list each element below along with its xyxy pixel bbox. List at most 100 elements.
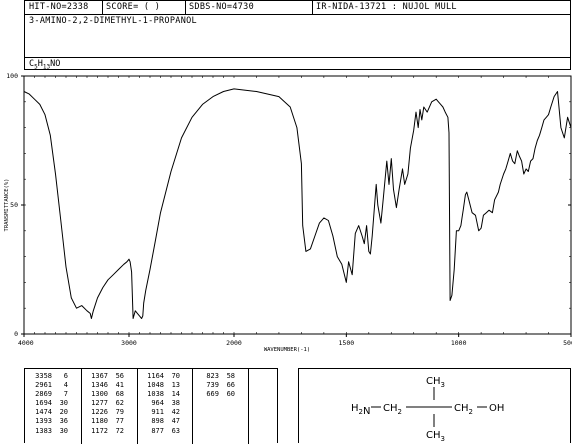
chart-ticks: 40003000200015001000500100500WAVENUMBER(… xyxy=(4,72,572,353)
y-tick-label: 100 xyxy=(6,72,18,80)
peak-column: 3358 6 2961 4 2869 7 1694 30 1474 20 1393 36 1383 30 xyxy=(28,372,68,436)
peak-wavenumber: 1694 xyxy=(35,399,52,408)
peak-wavenumber: 1367 xyxy=(91,372,108,380)
y-tick-label: 0 xyxy=(14,330,18,338)
peak-transmittance: 62 xyxy=(115,399,124,408)
peak-transmittance: 77 xyxy=(115,417,124,426)
peak-transmittance: 4 xyxy=(63,381,68,390)
peak-wavenumber: 1300 xyxy=(91,390,108,399)
peak-row: 1367 56 xyxy=(84,372,124,381)
peak-transmittance: 30 xyxy=(59,426,68,435)
header-info-row: HIT-NO=2338 SCORE= ( ) SDBS-NO=4730 IR-N… xyxy=(25,1,570,15)
chart-frame xyxy=(23,75,572,335)
peak-transmittance: 13 xyxy=(171,381,180,390)
y-axis-label: TRANSMITTANCE(%) xyxy=(4,179,10,232)
x-axis-label: WAVENUMBER(-1) xyxy=(264,347,310,353)
peak-transmittance: 58 xyxy=(226,372,235,380)
peak-row: 823 58 xyxy=(195,372,235,381)
peak-row: 1172 72 xyxy=(84,427,124,436)
peak-row: 1164 70 xyxy=(140,372,180,381)
header-divider xyxy=(102,1,103,14)
peak-wavenumber: 1172 xyxy=(91,426,108,435)
header-divider xyxy=(185,1,186,14)
peak-row: 1474 20 xyxy=(28,408,68,417)
ir-method: IR-NIDA-13721 : NUJOL MULL xyxy=(316,2,457,12)
peak-row: 739 66 xyxy=(195,381,235,390)
peak-transmittance: 20 xyxy=(59,408,68,417)
sdbs-number: SDBS-NO=4730 xyxy=(189,2,255,12)
column-divider xyxy=(81,369,82,444)
peak-row: 1346 41 xyxy=(84,381,124,390)
spectrum-line xyxy=(23,88,572,319)
peak-row: 1038 14 xyxy=(140,390,180,399)
peak-wavenumber: 1038 xyxy=(147,390,164,399)
spectrum-series xyxy=(23,88,572,319)
spectrum-header: HIT-NO=2338 SCORE= ( ) SDBS-NO=4730 IR-N… xyxy=(24,0,571,71)
peak-transmittance: 56 xyxy=(115,372,124,380)
x-tick-label: 2000 xyxy=(226,339,242,347)
structure-hydroxyl: OH xyxy=(489,403,504,414)
peak-transmittance: 42 xyxy=(171,408,180,417)
ir-spectrum-chart: 40003000200015001000500100500WAVENUMBER(… xyxy=(4,72,572,353)
peak-wavenumber: 1346 xyxy=(91,381,108,390)
peak-wavenumber: 823 xyxy=(206,372,219,380)
y-tick-label: 50 xyxy=(10,201,18,209)
structure-top-methyl: CH3 xyxy=(426,376,445,389)
peak-transmittance: 47 xyxy=(171,417,180,426)
peak-wavenumber: 877 xyxy=(151,426,164,435)
hit-number: HIT-NO=2338 xyxy=(29,2,89,12)
peak-row: 1277 62 xyxy=(84,399,124,408)
peak-row: 898 47 xyxy=(140,417,180,426)
peak-row: 1180 77 xyxy=(84,417,124,426)
peak-wavenumber: 898 xyxy=(151,417,164,426)
x-tick-label: 1000 xyxy=(451,339,467,347)
peak-row: 964 38 xyxy=(140,399,180,408)
structure-left-ch2: CH2 xyxy=(383,403,402,416)
header-divider xyxy=(312,1,313,14)
peak-transmittance: 6 xyxy=(63,372,68,380)
peak-transmittance: 72 xyxy=(115,426,124,435)
peak-wavenumber: 1226 xyxy=(91,408,108,417)
peak-transmittance: 70 xyxy=(171,372,180,380)
peak-wavenumber: 1393 xyxy=(35,417,52,426)
compound-name: 3-AMINO-2,2-DIMETHYL-1-PROPANOL xyxy=(29,16,197,26)
peak-row: 1694 30 xyxy=(28,399,68,408)
score: SCORE= ( ) xyxy=(106,2,161,12)
peak-row: 877 63 xyxy=(140,427,180,436)
peak-column: 1367 56 1346 41 1300 68 1277 62 1226 79 1180 77 1172… xyxy=(84,372,124,436)
structure-right-ch2: CH2 xyxy=(454,403,473,416)
peak-transmittance: 36 xyxy=(59,417,68,426)
peak-row: 1048 13 xyxy=(140,381,180,390)
peak-wavenumber: 1474 xyxy=(35,408,52,417)
peak-wavenumber: 1180 xyxy=(91,417,108,426)
peak-wavenumber: 1277 xyxy=(91,399,108,408)
peak-row: 1393 36 xyxy=(28,417,68,426)
peak-transmittance: 68 xyxy=(115,390,124,399)
structure-amine: H2N xyxy=(351,403,370,417)
peak-wavenumber: 669 xyxy=(206,390,219,399)
peak-column: 823 58 739 66 669 60 xyxy=(195,372,235,399)
peak-row: 911 42 xyxy=(140,408,180,417)
peak-row: 2961 4 xyxy=(28,381,68,390)
header-divider-line xyxy=(25,57,570,58)
peak-row: 1300 68 xyxy=(84,390,124,399)
peak-transmittance: 63 xyxy=(171,426,180,435)
peak-wavenumber: 1383 xyxy=(35,426,52,435)
molecular-formula: C5H13NO xyxy=(29,59,61,71)
x-tick-label: 4000 xyxy=(18,339,34,347)
peak-transmittance: 66 xyxy=(226,381,235,390)
plot-area-border xyxy=(23,75,572,335)
peak-transmittance: 41 xyxy=(115,381,124,390)
peak-row: 669 60 xyxy=(195,390,235,399)
peak-transmittance: 14 xyxy=(171,390,180,399)
peak-row: 1383 30 xyxy=(28,427,68,436)
peak-transmittance: 60 xyxy=(226,390,235,399)
peak-wavenumber: 964 xyxy=(151,399,164,408)
peak-wavenumber: 2961 xyxy=(35,381,52,390)
chemical-structure: CH3 H2N CH2 CH2 OH CH3 xyxy=(351,376,504,443)
peak-row: 3358 6 xyxy=(28,372,68,381)
peak-transmittance: 30 xyxy=(59,399,68,408)
peak-wavenumber: 2869 xyxy=(35,390,52,399)
peak-table: 3358 6 2961 4 2869 7 1694 30 1474 20 1393 36 1383 30 … xyxy=(24,368,278,444)
peak-wavenumber: 739 xyxy=(206,381,219,390)
